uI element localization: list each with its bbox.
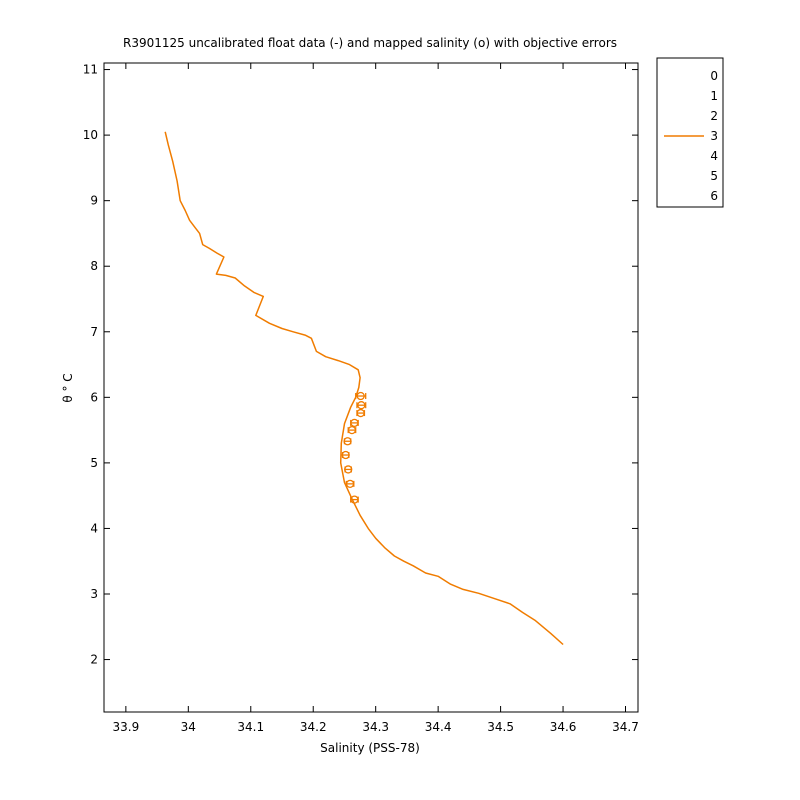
x-tick-label: 34.6 bbox=[550, 720, 577, 734]
y-tick-label: 5 bbox=[90, 456, 98, 470]
x-tick-label: 34 bbox=[181, 720, 196, 734]
legend-label: 1 bbox=[710, 89, 718, 103]
mapped-salinity-marker bbox=[356, 408, 365, 418]
y-axis: 2 3 4 5 6 7 8 9 10 11 bbox=[83, 63, 638, 667]
mapped-salinity-marker bbox=[344, 465, 353, 474]
mapped-salinity-point bbox=[355, 391, 367, 401]
mapped-salinity-point bbox=[350, 495, 359, 504]
mapped-salinity-point bbox=[347, 425, 357, 435]
mapped-salinity-point bbox=[350, 418, 359, 428]
x-tick-label: 34.7 bbox=[612, 720, 639, 734]
mapped-salinity-point bbox=[345, 479, 355, 489]
x-tick-label: 34.3 bbox=[362, 720, 389, 734]
y-tick-label: 6 bbox=[90, 390, 98, 404]
legend-label: 2 bbox=[710, 109, 718, 123]
series-layer bbox=[164, 131, 564, 646]
mapped-salinity-marker bbox=[345, 479, 355, 489]
mapped-salinity-marker bbox=[343, 437, 352, 446]
mapped-salinity-point bbox=[341, 450, 350, 460]
y-tick-label: 8 bbox=[90, 259, 98, 273]
legend-box bbox=[656, 57, 724, 208]
x-tick-label: 34.1 bbox=[237, 720, 264, 734]
y-tick-label: 4 bbox=[90, 521, 98, 535]
mapped-salinity-marker bbox=[347, 425, 357, 435]
y-tick-label: 2 bbox=[90, 653, 98, 667]
legend-label: 5 bbox=[710, 169, 718, 183]
mapped-salinity-point bbox=[343, 437, 352, 446]
x-axis: 33.9 34 34.1 34.2 34.3 34.4 34.5 34.6 34.7 bbox=[113, 63, 639, 734]
mapped-salinity-point bbox=[356, 408, 366, 418]
series-line-3 bbox=[164, 131, 564, 646]
legend-label: 6 bbox=[710, 189, 718, 203]
x-tick-label: 34.5 bbox=[487, 720, 514, 734]
legend-label: 4 bbox=[710, 149, 718, 163]
mapped-salinity-point bbox=[356, 401, 367, 410]
mapped-salinity-marker bbox=[350, 495, 359, 504]
mapped-salinity-point bbox=[344, 465, 353, 474]
chart-title: R3901125 uncalibrated float data (-) and… bbox=[123, 36, 617, 50]
legend-label: 0 bbox=[710, 69, 718, 83]
mapped-salinity-marker bbox=[357, 401, 366, 410]
y-axis-title: θ ° C bbox=[61, 373, 75, 402]
mapped-salinity-marker bbox=[350, 418, 359, 428]
legend-label: 3 bbox=[710, 129, 718, 143]
legend: 0 1 2 3 4 5 6 bbox=[656, 57, 724, 208]
x-tick-label: 34.4 bbox=[425, 720, 452, 734]
x-tick-label: 33.9 bbox=[113, 720, 140, 734]
x-axis-title: Salinity (PSS-78) bbox=[320, 741, 420, 755]
mapped-salinity-marker bbox=[356, 391, 365, 401]
y-tick-label: 9 bbox=[90, 194, 98, 208]
mapped-salinity-marker bbox=[341, 450, 350, 460]
x-tick-label: 34.2 bbox=[300, 720, 327, 734]
y-tick-label: 11 bbox=[83, 63, 98, 77]
y-tick-label: 3 bbox=[90, 587, 98, 601]
y-tick-label: 10 bbox=[83, 128, 98, 142]
plot-frame bbox=[103, 62, 639, 713]
y-tick-label: 7 bbox=[90, 325, 98, 339]
